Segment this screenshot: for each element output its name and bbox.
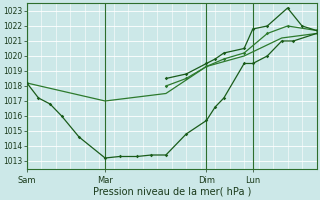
X-axis label: Pression niveau de la mer( hPa ): Pression niveau de la mer( hPa ) (92, 187, 251, 197)
